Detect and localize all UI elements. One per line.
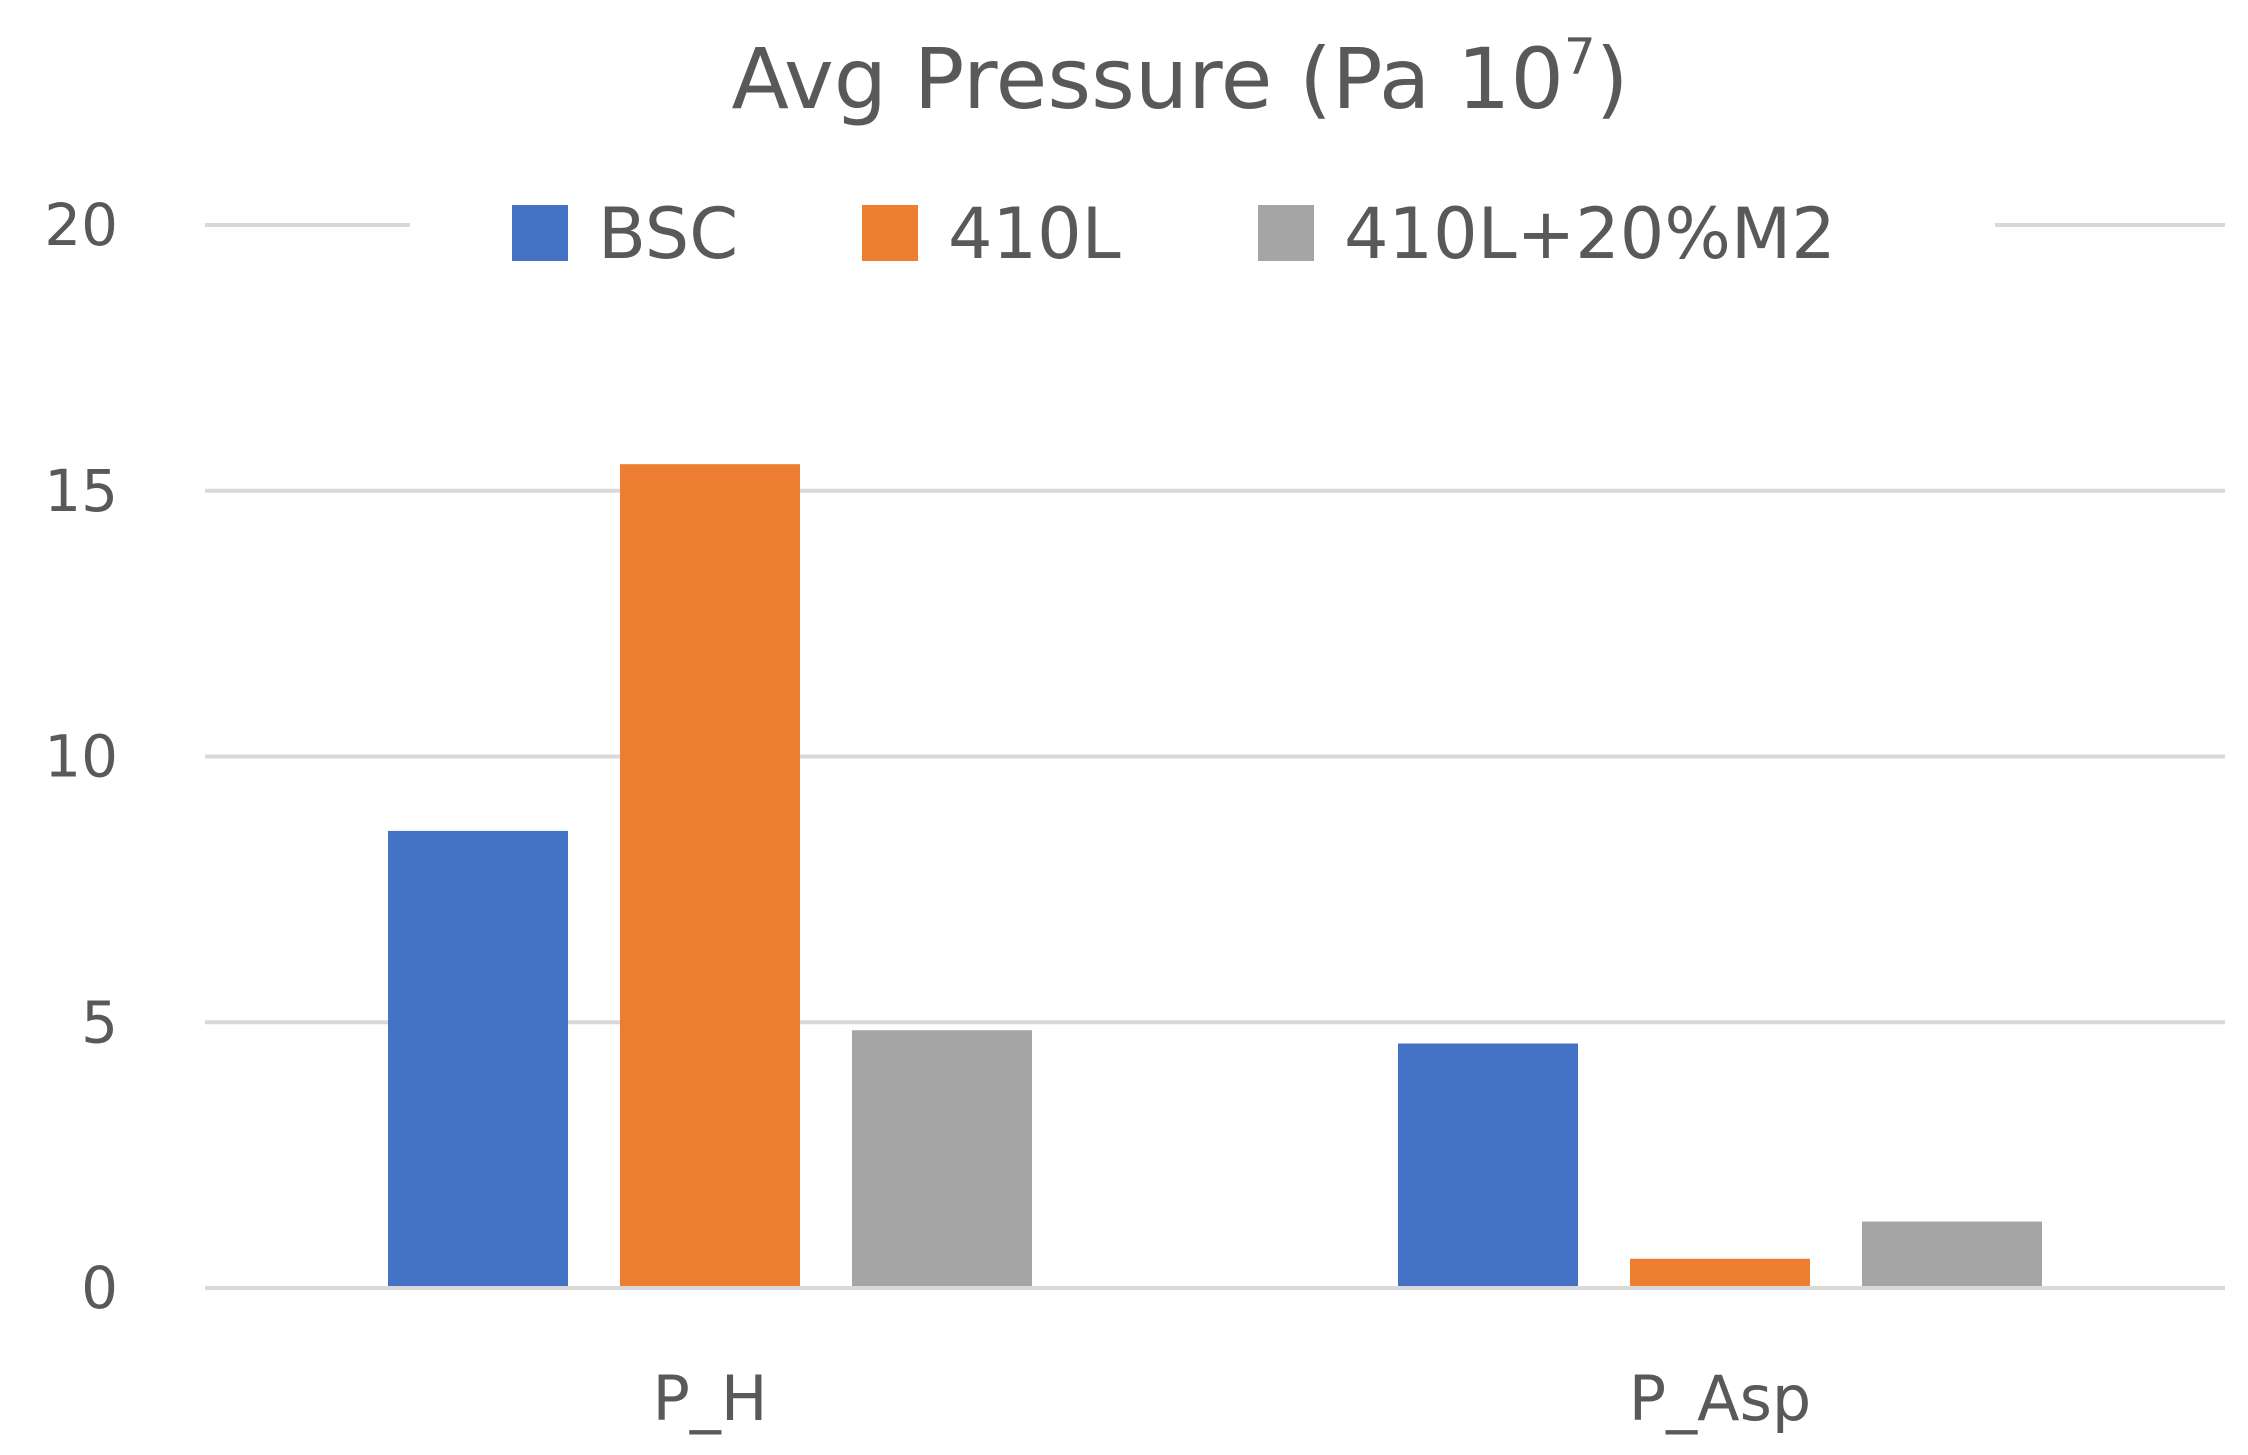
legend-label-bsc: BSC: [598, 193, 738, 275]
chart-title: Avg Pressure (Pa 107): [732, 28, 1629, 128]
y-tick-label-15: 15: [44, 457, 118, 525]
y-tick-label-0: 0: [81, 1254, 118, 1322]
y-tick-label-5: 5: [81, 988, 118, 1056]
chart-title-main: Avg Pressure (Pa 10: [732, 30, 1564, 128]
category-label-p-h: P_H: [652, 1362, 767, 1435]
bar-p-h-410l-20-m2: [852, 1030, 1032, 1288]
x-axis-category-labels: P_H P_Asp: [652, 1362, 1811, 1435]
bar-p-asp-bsc: [1398, 1043, 1578, 1288]
legend-swatch-bsc: [512, 205, 568, 261]
legend-label-410l-20-m2: 410L+20%M2: [1344, 193, 1836, 275]
y-tick-label-20: 20: [44, 191, 118, 259]
bar-p-asp-410l: [1630, 1258, 1810, 1288]
legend: BSC 410L 410L+20%M2: [410, 190, 1995, 280]
legend-item-bsc: BSC: [512, 193, 738, 275]
chart-title-suffix: ): [1596, 30, 1629, 128]
bar-p-asp-410l-20-m2: [1862, 1221, 2042, 1288]
category-label-p-asp: P_Asp: [1629, 1362, 1811, 1435]
chart-title-superscript: 7: [1564, 28, 1596, 86]
y-axis-tick-labels: 0 5 10 15 20: [44, 191, 118, 1322]
legend-swatch-410l: [862, 205, 918, 261]
legend-swatch-410l-20-m2: [1258, 205, 1314, 261]
bars: [388, 464, 2042, 1288]
bar-p-h-410l: [620, 464, 800, 1288]
legend-item-410l: 410L: [862, 193, 1121, 275]
legend-item-410l-20-m2: 410L+20%M2: [1258, 193, 1836, 275]
legend-label-410l: 410L: [948, 193, 1121, 275]
legend-background: [410, 190, 1995, 280]
bar-p-h-bsc: [388, 830, 568, 1288]
y-tick-label-10: 10: [44, 723, 118, 791]
